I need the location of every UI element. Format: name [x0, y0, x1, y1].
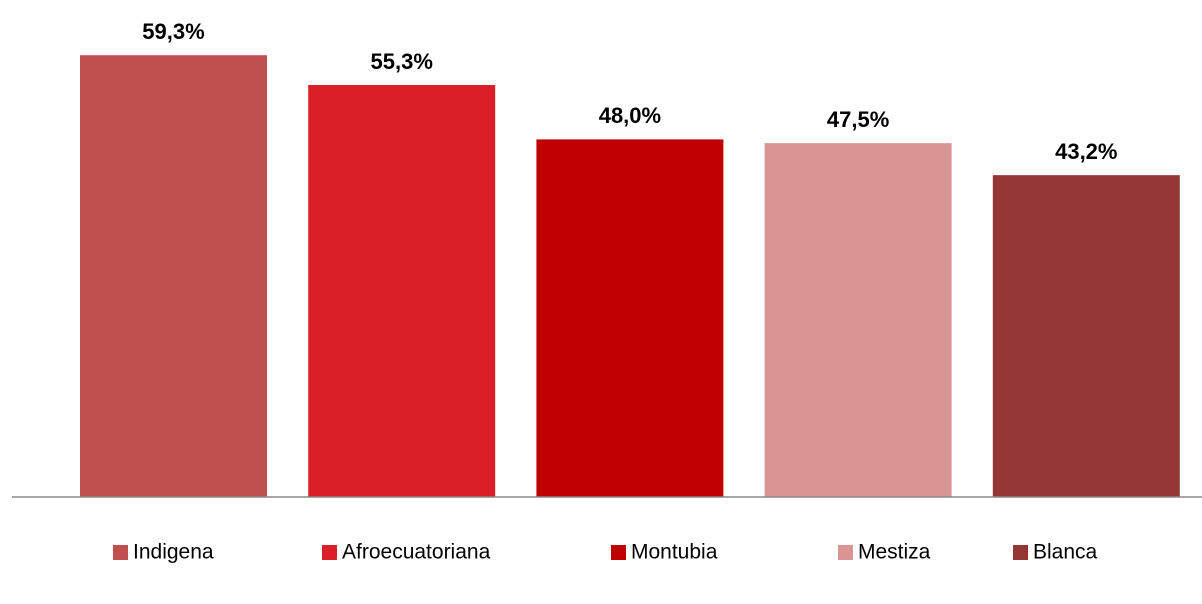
bar	[764, 143, 952, 497]
value-label: 43,2%	[1055, 139, 1117, 164]
value-label: 59,3%	[142, 19, 204, 44]
bar	[536, 139, 724, 497]
bar	[992, 175, 1180, 497]
legend-swatch	[1013, 545, 1028, 560]
legend-label: Montubia	[631, 541, 718, 564]
legend-swatch	[113, 545, 128, 560]
bar	[80, 55, 267, 498]
legend-label: Blanca	[1033, 541, 1098, 564]
legend-label: Mestiza	[858, 541, 931, 564]
legend-swatch	[322, 545, 337, 560]
legend-label: Afroecuatoriana	[342, 541, 491, 564]
value-label: 55,3%	[371, 49, 433, 74]
legend-swatch	[838, 545, 853, 560]
value-label: 47,5%	[827, 107, 889, 132]
legend-swatch	[611, 545, 626, 560]
bar	[308, 85, 496, 497]
legend-label: Indigena	[133, 541, 214, 564]
value-label: 48,0%	[599, 103, 661, 128]
